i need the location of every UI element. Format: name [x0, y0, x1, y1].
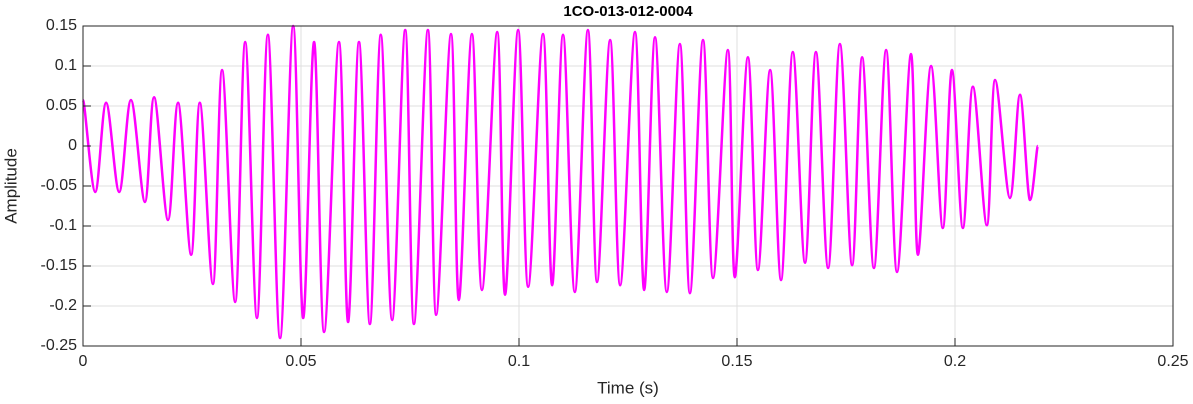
ticks: 0 0.05 0.1 0.15 0.2 0.25 -0.25 -0.2 -0.15 -0.1 -0.… [41, 17, 1189, 370]
x-tick-label: 0.15 [721, 353, 752, 370]
x-tick-label: 0 [79, 353, 88, 370]
x-tick-label: 0.25 [1157, 353, 1188, 370]
y-tick-label: -0.15 [41, 257, 78, 274]
chart-title: 1CO-013-012-0004 [563, 3, 693, 20]
y-tick-label: 0.1 [55, 57, 77, 74]
y-axis-label: Amplitude [1, 148, 20, 224]
y-tick-label: 0.05 [46, 97, 77, 114]
y-tick-label: -0.05 [41, 177, 78, 194]
y-tick-label: -0.1 [49, 217, 77, 234]
x-tick-label: 0.1 [508, 353, 530, 370]
x-axis-label: Time (s) [597, 378, 659, 397]
x-tick-label: 0.05 [285, 353, 316, 370]
y-tick-label: -0.25 [41, 337, 78, 354]
y-tick-label: -0.2 [49, 297, 77, 314]
lines [81, 24, 1040, 340]
y-tick-label: 0 [68, 137, 77, 154]
y-tick-label: 0.15 [46, 17, 77, 34]
waveform-line [81, 24, 1040, 340]
x-tick-label: 0.2 [944, 353, 966, 370]
